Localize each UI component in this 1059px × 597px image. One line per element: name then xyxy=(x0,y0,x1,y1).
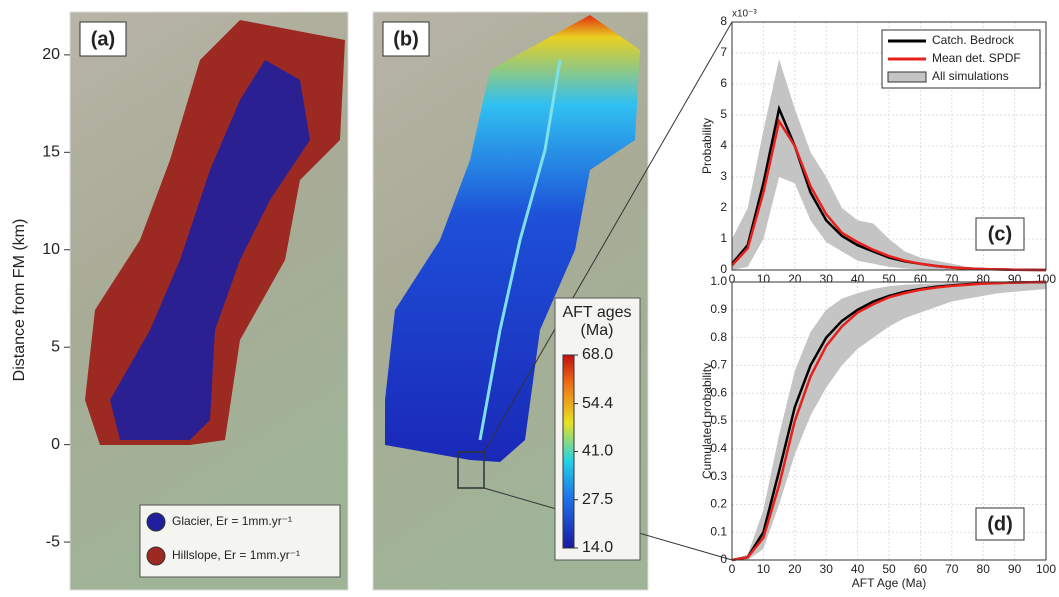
zoom-box xyxy=(457,451,485,489)
y-tick-label: 1.0 xyxy=(710,274,727,288)
label-box xyxy=(975,507,1025,541)
frame-b xyxy=(372,11,649,591)
x-tick-label: 40 xyxy=(851,562,865,576)
y-tick-label: 6 xyxy=(720,76,727,90)
band xyxy=(732,282,1046,560)
colorbar-label: 54.4 xyxy=(582,395,613,412)
panel-label: (c) xyxy=(988,223,1012,245)
legend-swatch xyxy=(887,71,927,83)
y-tick-label: 15 xyxy=(42,144,60,161)
y-tick-label: 10 xyxy=(42,241,60,258)
zoom-line xyxy=(483,21,733,453)
panel-label: (d) xyxy=(987,513,1013,535)
y-tick-label: 0.8 xyxy=(710,330,727,344)
label-box xyxy=(975,217,1025,251)
legend-label: Hillslope, Er = 1mm.yr⁻¹ xyxy=(172,548,300,562)
y-tick-label: 20 xyxy=(42,46,60,63)
frame-a xyxy=(69,11,349,591)
legend-box xyxy=(139,504,341,578)
legend-label: Glacier, Er = 1mm.yr⁻¹ xyxy=(172,514,292,528)
x-tick-label: 10 xyxy=(757,562,771,576)
x-tick-label: 100 xyxy=(1036,562,1056,576)
x-tick-label: 50 xyxy=(882,562,896,576)
label-box xyxy=(382,21,430,57)
label-box xyxy=(79,21,127,57)
colorbar xyxy=(562,354,575,549)
y-tick-label: 0.4 xyxy=(710,441,727,455)
x-tick-label: 0 xyxy=(729,562,736,576)
y-tick-label: 7 xyxy=(720,45,727,59)
y-tick-label: 0.5 xyxy=(710,413,727,427)
y-tick-label: 1 xyxy=(720,231,727,245)
y-axis-label: Probability xyxy=(700,118,714,174)
panel-label: (a) xyxy=(91,28,115,50)
y-tick-label: 2 xyxy=(720,200,727,214)
panel-label: (b) xyxy=(393,28,419,50)
x-axis-label: AFT Age (Ma) xyxy=(852,576,926,590)
y-tick-label: 0.9 xyxy=(710,302,727,316)
colorbar-label: 68.0 xyxy=(582,346,613,363)
glacier-zone xyxy=(110,60,310,440)
y-tick-label: 4 xyxy=(720,138,727,152)
x-tick-label: 60 xyxy=(914,562,928,576)
legend-label: Mean det. SPDF xyxy=(932,51,1021,65)
y-tick-label: 0.3 xyxy=(710,469,727,483)
y-tick-label: -5 xyxy=(46,533,60,550)
axes-frame xyxy=(731,281,1047,561)
y-tick-label: 0 xyxy=(720,262,727,276)
x-tick-label: 80 xyxy=(977,562,991,576)
colorbar-label: 27.5 xyxy=(582,491,613,508)
y-tick-label: 0.7 xyxy=(710,358,727,372)
catchment-b xyxy=(385,15,640,462)
legend-label: All simulations xyxy=(932,69,1009,83)
x-tick-label: 30 xyxy=(820,562,834,576)
y-tick-label: 8 xyxy=(720,14,727,28)
x-tick-label: 90 xyxy=(1008,562,1022,576)
river xyxy=(478,59,562,441)
y-multiplier: x10⁻³ xyxy=(732,9,757,20)
y-tick-label: 0.6 xyxy=(710,385,727,399)
axes-frame xyxy=(731,21,1047,271)
colorbar-label: 41.0 xyxy=(582,443,613,460)
y-tick-label: 5 xyxy=(720,107,727,121)
y-tick-label: 5 xyxy=(51,338,60,355)
y-tick-label: 0.1 xyxy=(710,524,727,538)
legend-marker xyxy=(146,512,166,532)
y-axis-label: Distance from FM (km) xyxy=(11,219,28,382)
colorbar-title: AFT ages xyxy=(562,304,631,321)
line xyxy=(731,280,1047,562)
y-axis-label: Cumulated probability xyxy=(700,363,714,479)
y-tick-label: 0 xyxy=(720,552,727,566)
x-tick-label: 70 xyxy=(945,562,959,576)
colorbar-label: 14.0 xyxy=(582,539,613,556)
y-tick-label: 3 xyxy=(720,169,727,183)
y-tick-label: 0.2 xyxy=(710,497,727,511)
legend-marker xyxy=(146,546,166,566)
legend-label: Catch. Bedrock xyxy=(932,33,1015,47)
line xyxy=(731,117,1047,272)
colorbar-title: (Ma) xyxy=(581,322,614,339)
x-tick-label: 20 xyxy=(788,562,802,576)
y-tick-label: 0 xyxy=(51,436,60,453)
x-tick-label: 0 xyxy=(729,272,736,286)
band xyxy=(732,59,1046,271)
